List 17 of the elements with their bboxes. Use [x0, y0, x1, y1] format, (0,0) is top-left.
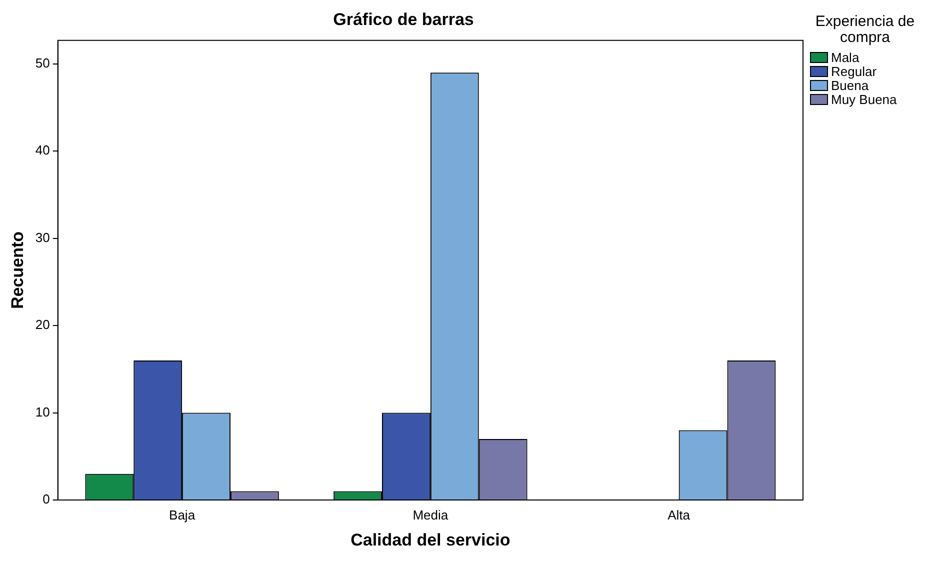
- legend-label: Buena: [831, 78, 869, 92]
- y-tick-label: 20: [35, 317, 50, 332]
- y-tick-label: 40: [35, 142, 50, 158]
- x-tick-label: Media: [412, 507, 449, 522]
- x-axis-title: Calidad del servicio: [350, 530, 510, 550]
- legend-label: Regular: [831, 64, 877, 78]
- chart-title: Gráfico de barras: [333, 10, 474, 29]
- legend-title: Experiencia de compra: [814, 13, 916, 46]
- y-axis-title: Recuento: [8, 231, 27, 309]
- legend-label: Muy Buena: [831, 92, 897, 106]
- legend-label: Mala: [831, 50, 860, 64]
- y-tick-label: 50: [35, 56, 50, 71]
- x-tick-label: Alta: [668, 507, 691, 522]
- y-tick-label: 10: [35, 404, 50, 420]
- y-tick-label: 0: [42, 492, 50, 507]
- x-tick-label: Baja: [169, 507, 196, 522]
- y-tick-label: 30: [35, 230, 50, 245]
